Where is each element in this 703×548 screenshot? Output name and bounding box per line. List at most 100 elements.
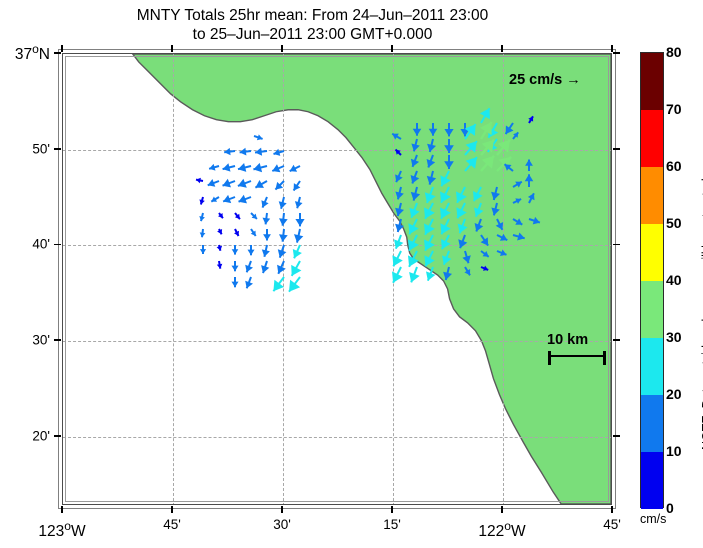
current-vector-arrow [199, 245, 207, 254]
current-vector-arrow [479, 107, 491, 124]
current-vector-arrow [496, 139, 511, 156]
current-vector-arrow [290, 260, 302, 277]
current-vector-arrow [289, 164, 301, 172]
velocity-scale-arrow-icon: → [566, 72, 581, 88]
x-axis-tick [171, 506, 173, 513]
current-vector-arrow [245, 276, 253, 289]
current-vector-arrow [216, 260, 223, 269]
x-axis-tick-top [501, 45, 503, 52]
current-vector-arrow [253, 134, 263, 141]
current-vector-arrow [395, 170, 403, 183]
colorbar-unit-label: cm/s [640, 512, 667, 526]
current-vector-arrow [392, 266, 403, 284]
current-vector-arrow [491, 186, 500, 201]
current-vector-arrow [464, 156, 478, 172]
current-vector-arrow [480, 155, 495, 172]
current-vector-arrow [525, 159, 533, 171]
current-vector-arrow [457, 218, 468, 234]
current-vector-arrow [254, 147, 268, 156]
current-vector-arrow [512, 180, 523, 188]
colorbar-band [641, 53, 663, 110]
current-vector-arrow [424, 218, 435, 236]
y-axis-tick [54, 243, 61, 246]
current-vector-arrow [237, 178, 252, 188]
colorbar-tick-label: 40 [666, 272, 682, 288]
grid-line-horizontal [63, 341, 611, 343]
colorbar-band [641, 167, 663, 224]
current-vector-arrow [408, 250, 419, 268]
current-vector-arrow [199, 228, 206, 238]
x-axis-tick [391, 506, 393, 513]
current-vector-arrow [427, 138, 436, 153]
colorbar-tick-label: 20 [666, 386, 682, 402]
current-vector-arrow [409, 202, 420, 219]
x-axis-tick-top [171, 45, 173, 52]
current-vector-arrow [444, 155, 454, 169]
current-vector-arrow [442, 250, 452, 266]
x-axis-label: 30' [273, 517, 291, 532]
current-vector-arrow [210, 196, 220, 203]
current-vector-arrow [512, 232, 525, 241]
current-vector-arrow [295, 213, 305, 227]
x-axis-tick-top [61, 45, 63, 52]
current-vector-arrow [272, 276, 285, 292]
current-vector-arrow [277, 260, 286, 275]
current-vector-arrow [261, 260, 270, 274]
current-vector-arrow [278, 196, 287, 210]
current-vector-arrow [412, 123, 422, 136]
y-axis-tick [54, 147, 61, 150]
x-axis-tick-top [281, 45, 283, 52]
y-axis-tick [54, 339, 61, 341]
current-vector-arrow [279, 228, 288, 242]
current-vector-arrow [512, 218, 523, 226]
current-vector-arrow [250, 212, 258, 220]
current-vector-arrow [464, 266, 471, 276]
colorbar[interactable] [640, 52, 664, 509]
current-vector-arrow [274, 180, 285, 191]
current-vector-arrow [199, 212, 205, 222]
x-axis-tick [281, 506, 283, 513]
current-vector-arrow [424, 250, 435, 267]
current-vector-arrow [207, 179, 220, 187]
current-vector-arrow [394, 234, 404, 250]
current-vector-arrow [391, 132, 402, 140]
distance-scale-bar [548, 351, 606, 365]
current-vector-arrow [409, 266, 420, 283]
current-vector-arrow [528, 115, 534, 124]
current-vector-arrow [216, 244, 223, 251]
current-vector-arrow [222, 163, 236, 172]
page-title: MNTY Totals 25hr mean: From 24–Jun–2011 … [0, 6, 625, 44]
current-vector-arrow [424, 234, 435, 252]
x-axis-tick [611, 506, 613, 513]
current-vector-arrow [524, 174, 534, 187]
current-vector-arrow [504, 122, 514, 135]
map-plot-area[interactable]: 25 cm/s → 10 km [62, 53, 612, 505]
colorbar-band [641, 110, 663, 167]
current-vector-arrow [491, 202, 500, 216]
current-vector-arrow [480, 234, 489, 247]
current-vector-arrow [271, 164, 285, 173]
current-vector-arrow [440, 186, 451, 204]
x-axis-label: 123oW [38, 519, 86, 541]
x-axis-tick-top [611, 45, 613, 52]
current-vector-arrow [222, 194, 236, 204]
y-axis-tick-right [613, 339, 620, 341]
x-axis-tick [61, 506, 63, 513]
current-vector-arrow [224, 147, 236, 156]
current-vector-arrow [426, 154, 436, 168]
grid-line-vertical [503, 54, 504, 504]
grid-line-horizontal [63, 436, 611, 438]
current-vector-arrow [426, 266, 436, 282]
colorbar-band [641, 338, 663, 395]
current-vector-arrow [440, 218, 451, 235]
current-vector-arrow [426, 170, 437, 185]
x-axis-label: 15' [383, 517, 401, 532]
current-vector-arrow [231, 245, 239, 255]
axes-outer-frame [58, 49, 616, 509]
current-vector-arrow [217, 228, 223, 235]
current-vector-arrow [238, 194, 252, 204]
y-axis-tick-right [613, 435, 620, 437]
current-vector-arrow [428, 123, 438, 136]
current-vector-arrow [458, 234, 468, 249]
